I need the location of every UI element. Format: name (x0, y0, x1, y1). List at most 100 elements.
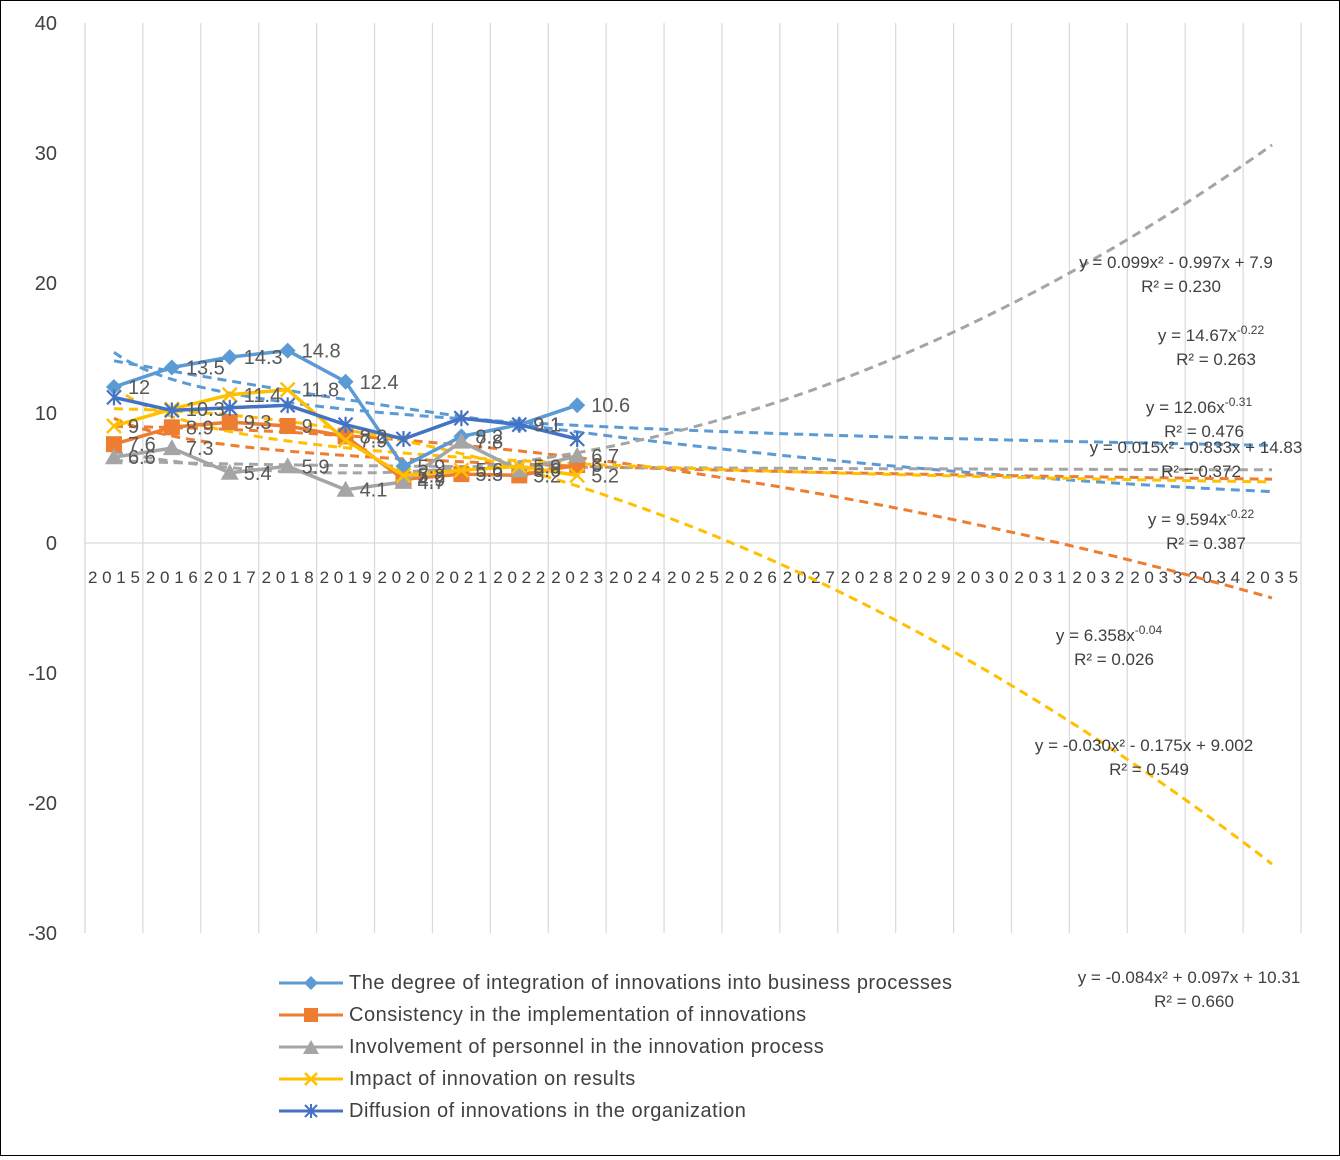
x-tick-label: 2 0 2 1 (435, 568, 487, 587)
x-tick-label: 2 0 3 5 (1246, 568, 1298, 587)
trendline-equation: y = 0.099x² - 0.997x + 7.9 (1079, 253, 1273, 272)
marker-square (279, 418, 296, 434)
trendline-power (113, 416, 1273, 481)
x-tick-label: 2 0 2 3 (551, 568, 603, 587)
data-point (221, 399, 238, 416)
x-tick-label: 2 0 2 2 (493, 568, 545, 587)
data-point (163, 359, 180, 376)
data-label: 4.9 (417, 469, 445, 491)
data-label: 5.2 (417, 465, 445, 487)
data-label: 8.2 (475, 426, 503, 448)
marker-diamond (163, 359, 180, 376)
data-label: 9.1 (533, 415, 561, 437)
data-label: 9 (302, 416, 313, 438)
marker-star (279, 397, 296, 414)
data-point (104, 448, 123, 465)
x-tick-label: 2 0 2 8 (841, 568, 893, 587)
x-tick-label: 2 0 1 7 (204, 568, 256, 587)
data-point (511, 458, 528, 475)
data-point (569, 431, 585, 447)
data-label: 5.9 (417, 456, 445, 478)
data-point (395, 467, 412, 484)
marker-square (221, 414, 238, 431)
marker-x (569, 467, 586, 484)
y-tick-label: -20 (28, 793, 57, 815)
x-tick-label: 2 0 1 6 (146, 568, 198, 587)
data-label: 9.1 (533, 415, 561, 437)
x-tick-label: 2 0 2 5 (667, 568, 719, 587)
marker-x (221, 386, 238, 403)
data-label: 4.1 (360, 480, 388, 502)
trendline-r2: R² = 0.660 (1154, 992, 1234, 1011)
trendline-poly (113, 359, 1273, 494)
legend-label: The degree of integration of innovations… (349, 971, 953, 994)
x-tick-label: 2 0 1 8 (262, 568, 314, 587)
data-label: 5.3 (475, 464, 503, 486)
data-point (279, 381, 296, 398)
data-point (569, 397, 586, 414)
legend-swatch-diamond-icon (279, 976, 343, 990)
data-label: 7.3 (186, 438, 214, 460)
marker-x (453, 462, 470, 479)
marker-x (106, 418, 122, 434)
x-tick-label: 2 0 1 9 (320, 568, 372, 587)
y-tick-label: -10 (28, 663, 57, 685)
data-point (106, 389, 122, 406)
data-label: 9.3 (244, 412, 272, 434)
data-point (337, 416, 354, 433)
trendline-r2: R² = 0.372 (1161, 462, 1241, 481)
data-point (220, 463, 239, 480)
data-point (510, 461, 529, 478)
data-label: 7.8 (475, 432, 503, 454)
legend-swatch-triangle-icon (279, 1040, 343, 1054)
data-label: 5.9 (533, 456, 561, 478)
marker-x (511, 458, 528, 475)
data-label: 10.6 (591, 395, 630, 417)
marker-star (221, 399, 238, 416)
data-label: 6.6 (128, 447, 156, 469)
marker-triangle (336, 480, 355, 497)
data-label: 4.7 (417, 472, 445, 494)
legend-item-4: Diffusion of innovations in the organiza… (279, 1095, 952, 1127)
marker-triangle (278, 457, 297, 474)
data-label: 5.4 (244, 463, 272, 485)
trendline-equation: y = -0.030x² - 0.175x + 9.002 (1035, 736, 1253, 755)
marker-star (164, 402, 180, 419)
data-point (453, 462, 470, 479)
data-label: 5.2 (533, 465, 561, 487)
y-tick-label: -30 (28, 923, 57, 945)
legend-label: Impact of innovation on results (349, 1067, 636, 1090)
trendline-equation: y = 14.67x-0.22 (1158, 323, 1265, 345)
data-label: 11.4 (244, 385, 281, 407)
data-point (162, 439, 181, 456)
data-point (452, 432, 471, 449)
data-point (337, 432, 354, 449)
data-point (105, 379, 122, 395)
data-label: 7.6 (128, 434, 156, 456)
marker-diamond (221, 349, 238, 366)
x-tick-label: 2 0 2 4 (609, 568, 661, 587)
legend-item-0: The degree of integration of innovations… (279, 967, 952, 999)
data-point (569, 467, 586, 484)
data-point (511, 416, 528, 433)
marker-star (569, 431, 585, 447)
data-label: 6 (591, 455, 602, 477)
legend-item-1: Consistency in the implementation of inn… (279, 999, 952, 1031)
trendline-equation: y = 9.594x-0.22 (1148, 507, 1255, 529)
marker-x (337, 432, 354, 449)
trendline-r2: R² = 0.549 (1109, 760, 1189, 779)
data-label: 6.7 (591, 446, 619, 468)
trendline-r2: R² = 0.263 (1176, 350, 1256, 369)
marker-square (163, 419, 180, 436)
data-label: 12 (128, 377, 150, 399)
legend-item-2: Involvement of personnel in the innovati… (279, 1031, 952, 1063)
trendline-equation: y = -0.084x² + 0.097x + 10.31 (1078, 968, 1301, 987)
data-label: 11.8 (302, 380, 339, 402)
x-tick-label: 2 0 3 0 (957, 568, 1009, 587)
data-point (336, 480, 355, 497)
marker-triangle (568, 446, 587, 463)
legend-swatch-square-icon (279, 1008, 343, 1022)
data-point (164, 402, 180, 419)
